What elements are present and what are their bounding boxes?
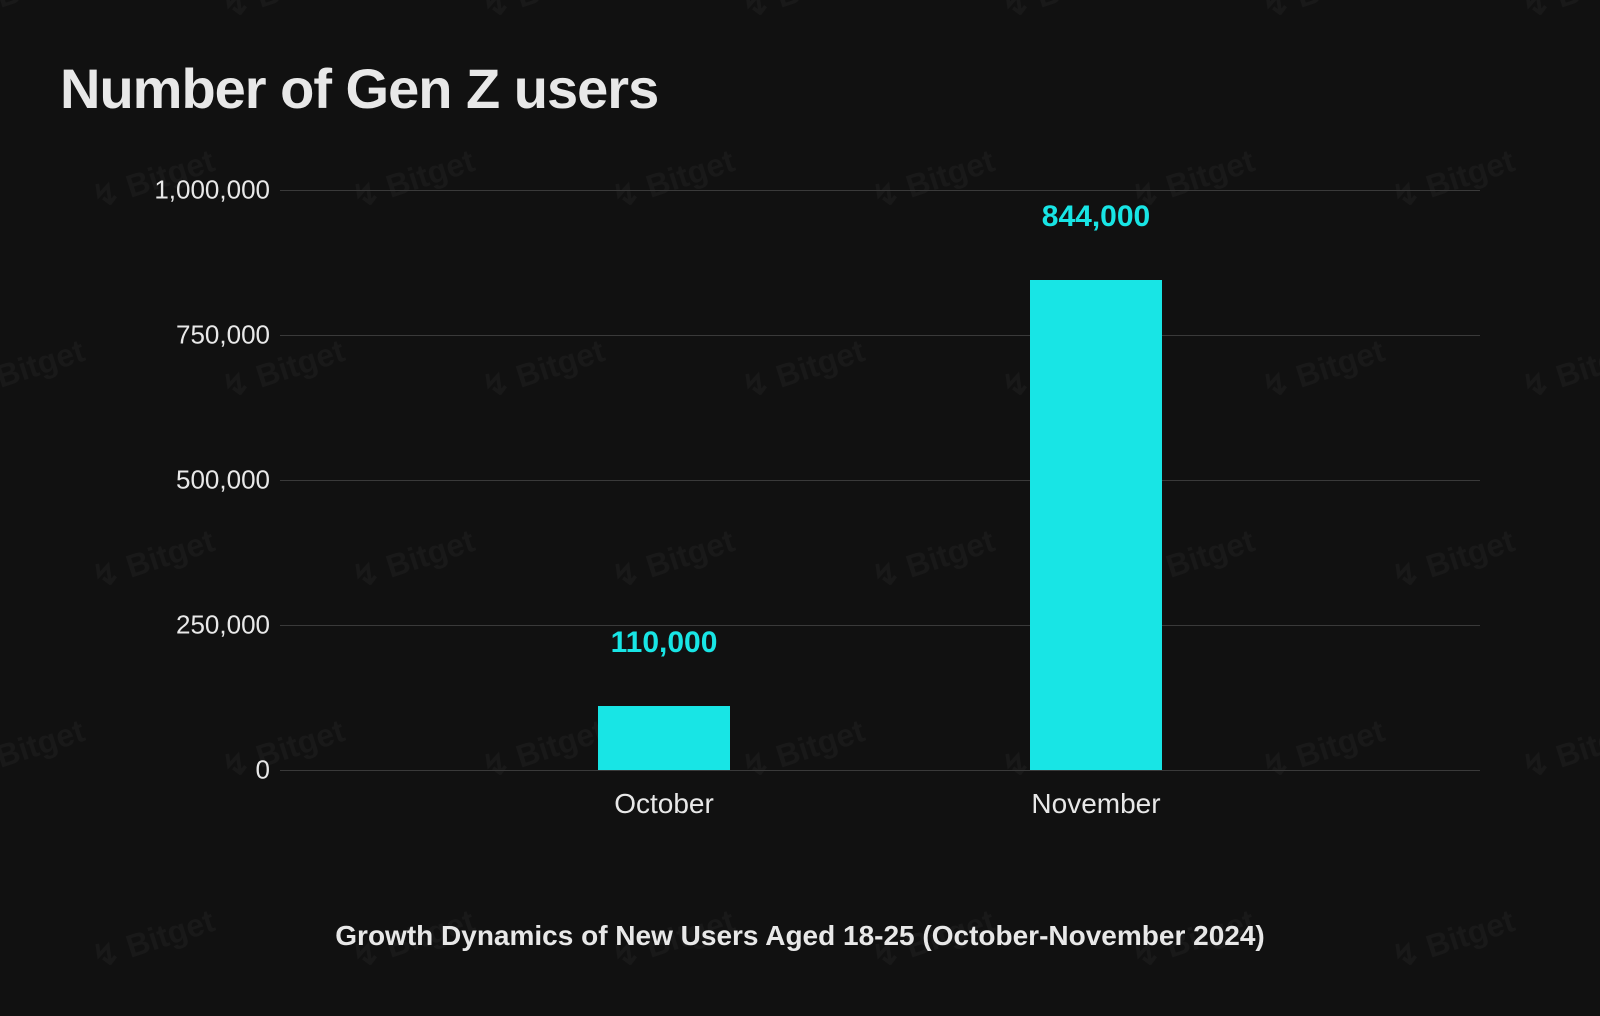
watermark: ↯ Bitget bbox=[0, 331, 89, 406]
x-tick-label: October bbox=[614, 788, 714, 820]
x-tick-label: November bbox=[1031, 788, 1160, 820]
watermark: ↯ Bitget bbox=[0, 0, 89, 27]
y-tick-label: 250,000 bbox=[120, 610, 270, 641]
gridline bbox=[280, 190, 1480, 191]
bar bbox=[598, 706, 730, 770]
chart-title: Number of Gen Z users bbox=[60, 56, 658, 121]
y-tick-label: 1,000,000 bbox=[120, 175, 270, 206]
y-tick-label: 500,000 bbox=[120, 465, 270, 496]
gridline bbox=[280, 335, 1480, 336]
watermark: ↯ Bitget bbox=[1517, 0, 1600, 27]
bar bbox=[1030, 280, 1162, 770]
watermark: ↯ Bitget bbox=[1257, 0, 1389, 27]
chart-caption: Growth Dynamics of New Users Aged 18-25 … bbox=[0, 920, 1600, 952]
watermark: ↯ Bitget bbox=[1517, 711, 1600, 786]
gridline bbox=[280, 770, 1480, 771]
y-tick-label: 0 bbox=[120, 755, 270, 786]
watermark: ↯ Bitget bbox=[217, 0, 349, 27]
y-tick-label: 750,000 bbox=[120, 320, 270, 351]
gridline bbox=[280, 625, 1480, 626]
plot-area: 110,000October844,000November bbox=[280, 190, 1480, 770]
bar-value-label: 110,000 bbox=[611, 626, 718, 660]
watermark: ↯ Bitget bbox=[1517, 331, 1600, 406]
watermark: ↯ Bitget bbox=[997, 0, 1129, 27]
watermark: ↯ Bitget bbox=[477, 0, 609, 27]
gridline bbox=[280, 480, 1480, 481]
bar-chart: 110,000October844,000November 0250,00050… bbox=[120, 190, 1480, 830]
watermark: ↯ Bitget bbox=[0, 711, 89, 786]
bar-value-label: 844,000 bbox=[1042, 200, 1150, 234]
watermark: ↯ Bitget bbox=[737, 0, 869, 27]
